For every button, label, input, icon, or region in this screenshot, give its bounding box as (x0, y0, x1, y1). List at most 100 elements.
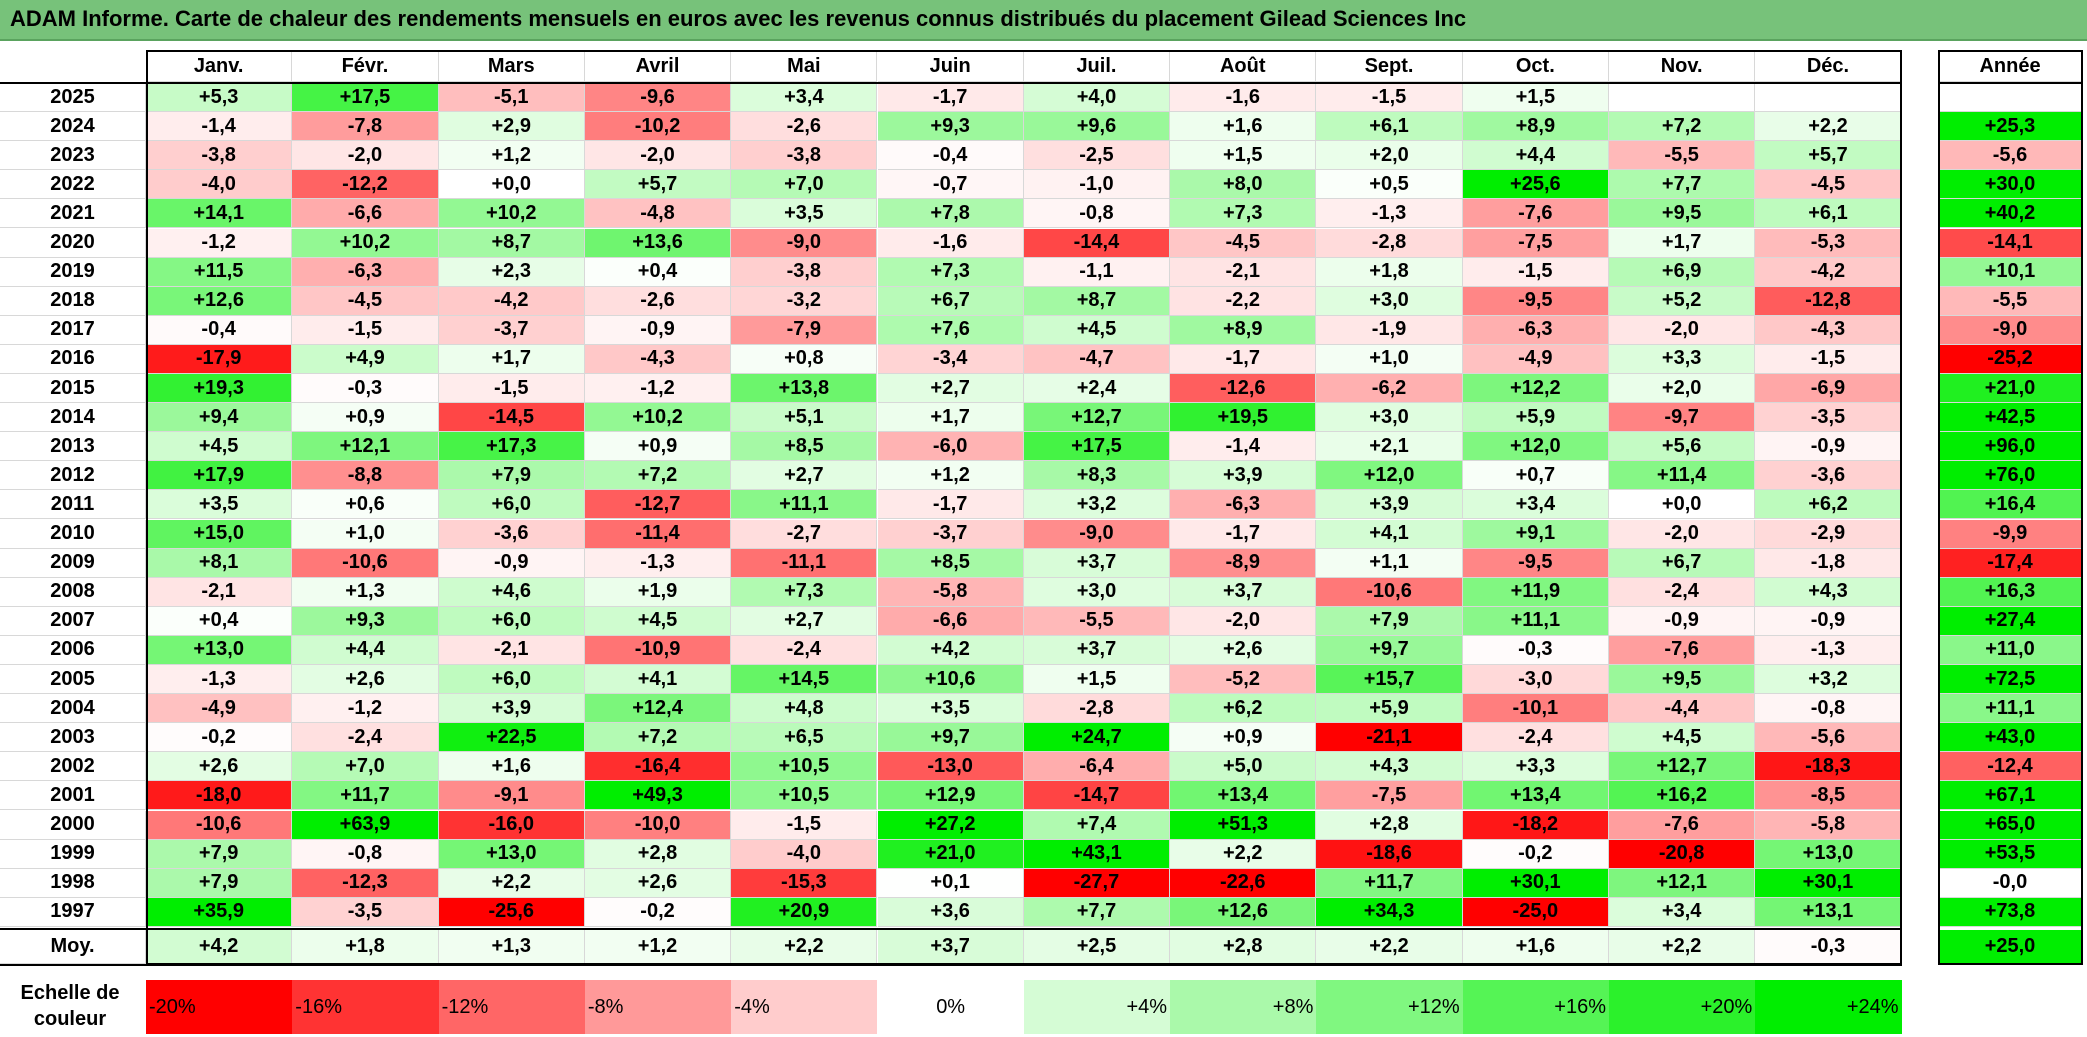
column-header: Déc. (1755, 51, 1902, 82)
heatmap-cell: -1,7 (1170, 344, 1317, 374)
heatmap-cell: +2,2 (1755, 112, 1902, 142)
heatmap-cell: +3,0 (1316, 286, 1463, 316)
heatmap-cell: -2,5 (1023, 141, 1171, 171)
heatmap-cell: +4,2 (877, 635, 1024, 665)
heatmap-cell: -2,6 (584, 286, 732, 316)
legend-swatch: +16% (1462, 980, 1609, 1034)
heatmap-cell: -3,0 (1462, 665, 1609, 695)
heatmap-cell: +12,2 (1462, 374, 1609, 404)
heatmap-cell: +2,0 (1316, 141, 1463, 171)
annual-cell: +67,1 (1938, 781, 2083, 811)
heatmap-cell: +3,5 (146, 490, 293, 520)
heatmap-cell: -9,0 (1023, 519, 1171, 549)
heatmap-cell: -7,6 (1462, 199, 1609, 229)
row-year-label: 2009 (0, 548, 146, 578)
heatmap-cell: -18,2 (1462, 810, 1609, 840)
heatmap-cell: -3,2 (731, 286, 878, 316)
chart-title: ADAM Informe. Carte de chaleur des rende… (10, 6, 1467, 31)
average-divider-top (0, 927, 1902, 930)
heatmap-cell: +4,0 (1023, 83, 1171, 113)
annual-cell: +16,3 (1938, 577, 2083, 607)
heatmap-cell: -1,7 (877, 490, 1024, 520)
heatmap-cell: +0,8 (731, 344, 878, 374)
heatmap-cell: +1,9 (584, 577, 732, 607)
heatmap-cell: -4,7 (1023, 344, 1171, 374)
heatmap-cell: +10,2 (584, 403, 732, 433)
heatmap-cell: +10,6 (877, 665, 1024, 695)
heatmap-cell: -1,1 (1023, 257, 1171, 287)
heatmap-cell: +7,0 (731, 170, 878, 200)
heatmap-cell: +3,4 (1462, 490, 1609, 520)
heatmap-cell: +9,1 (1462, 519, 1609, 549)
heatmap-cell: -0,3 (1462, 635, 1609, 665)
heatmap-cell: +3,3 (1462, 752, 1609, 782)
heatmap-cell: +1,5 (1170, 141, 1317, 171)
heatmap-cell: -4,5 (1170, 228, 1317, 258)
heatmap-cell: +0,5 (1316, 170, 1463, 200)
heatmap-cell: +2,9 (438, 112, 585, 142)
heatmap-cell: +11,9 (1462, 577, 1609, 607)
heatmap-cell: +6,7 (877, 286, 1024, 316)
heatmap-cell: +1,0 (292, 519, 439, 549)
annual-cell: +11,1 (1938, 694, 2083, 724)
row-year-label: 2003 (0, 723, 146, 753)
row-year-label: 2000 (0, 810, 146, 840)
heatmap-cell: +2,8 (1316, 810, 1463, 840)
average-divider-bottom (0, 963, 1902, 966)
heatmap-cell: +2,2 (438, 868, 585, 898)
average-cell: +2,2 (1609, 929, 1756, 964)
heatmap-cell: +5,1 (731, 403, 878, 433)
heatmap-cell: +6,2 (1170, 694, 1317, 724)
heatmap-cell: -4,0 (731, 839, 878, 869)
heatmap-cell: +1,0 (1316, 344, 1463, 374)
annual-cell: +73,8 (1938, 897, 2083, 927)
row-year-label: 2021 (0, 199, 146, 229)
average-cell: +3,7 (877, 929, 1024, 964)
annual-cell: +72,5 (1938, 665, 2083, 695)
heatmap-cell: +3,7 (1023, 548, 1171, 578)
row-year-label: 2002 (0, 752, 146, 782)
heatmap-cell: -0,9 (1609, 606, 1756, 636)
column-header: Oct. (1462, 51, 1609, 82)
heatmap-cell: +20,9 (731, 897, 878, 927)
heatmap-cell: -6,9 (1755, 374, 1902, 404)
heatmap-cell: +7,2 (584, 723, 732, 753)
heatmap-cell: +2,7 (877, 374, 1024, 404)
heatmap-cell: +3,2 (1023, 490, 1171, 520)
row-year-label: 2007 (0, 606, 146, 636)
average-annual-cell: +25,0 (1938, 929, 2083, 964)
heatmap-cell: +13,0 (1755, 839, 1902, 869)
heatmap-cell: -7,8 (292, 112, 439, 142)
annual-cell: +27,4 (1938, 606, 2083, 636)
heatmap-cell: +1,5 (1023, 665, 1171, 695)
heatmap-cell: -9,1 (438, 781, 585, 811)
heatmap-cell: +12,1 (1609, 868, 1756, 898)
heatmap-cell: +25,6 (1462, 170, 1609, 200)
row-year-label: 2008 (0, 577, 146, 607)
heatmap-cell: +7,2 (1609, 112, 1756, 142)
average-cell: +1,6 (1462, 929, 1609, 964)
annual-cell: +10,1 (1938, 257, 2083, 287)
heatmap-cell: +12,1 (292, 432, 439, 462)
heatmap-cell: -2,8 (1023, 694, 1171, 724)
heatmap-cell: -12,7 (584, 490, 732, 520)
heatmap-cell (1755, 83, 1902, 113)
column-header: Févr. (292, 51, 439, 82)
annual-header-divider (1938, 82, 2083, 84)
heatmap-cell: +1,6 (1170, 112, 1317, 142)
heatmap-cell: +3,5 (877, 694, 1024, 724)
heatmap-cell: +2,6 (146, 752, 293, 782)
title-bar: ADAM Informe. Carte de chaleur des rende… (0, 0, 2087, 41)
row-year-label: 2016 (0, 344, 146, 374)
annual-cell: -0,0 (1938, 868, 2083, 898)
heatmap-cell: +2,4 (1023, 374, 1171, 404)
heatmap-cell: -0,9 (584, 315, 732, 345)
heatmap-cell: -1,6 (877, 228, 1024, 258)
heatmap-cell: -10,6 (146, 810, 293, 840)
heatmap-cell: +3,5 (731, 199, 878, 229)
row-year-label: 2006 (0, 635, 146, 665)
heatmap-cell: +35,9 (146, 897, 293, 927)
heatmap-cell: +0,9 (584, 432, 732, 462)
heatmap-cell: +7,9 (438, 461, 585, 491)
row-year-label: 2013 (0, 432, 146, 462)
